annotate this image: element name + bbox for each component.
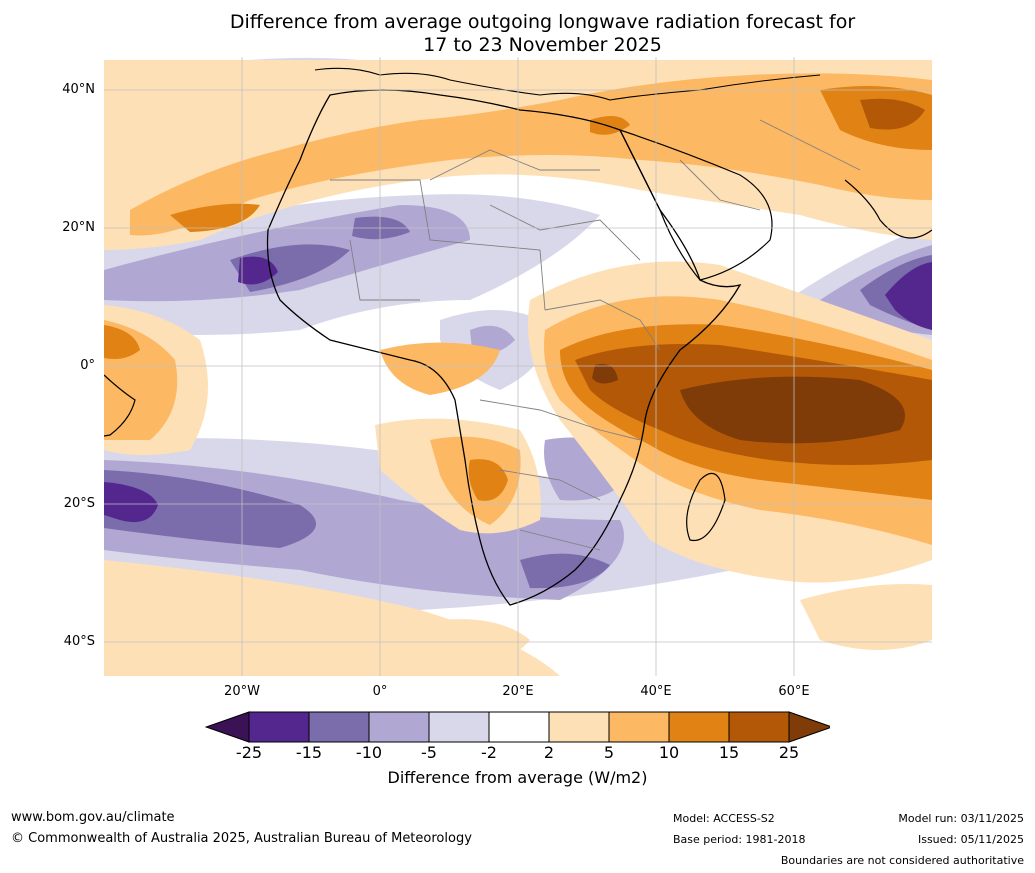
lon-label-20e: 20°E bbox=[502, 684, 534, 699]
anomaly-region-southern-ocean-south bbox=[104, 560, 560, 676]
lon-label-0: 0° bbox=[372, 684, 388, 699]
map-title-line1: Difference from average outgoing longwav… bbox=[229, 11, 856, 33]
colorbar-segment bbox=[368, 711, 430, 743]
lat-label-40s: 40°S bbox=[63, 634, 95, 649]
anomaly-map bbox=[104, 57, 932, 676]
south-america-coastline bbox=[104, 374, 136, 437]
colorbar-segment bbox=[608, 711, 670, 743]
colorbar-segment bbox=[488, 711, 550, 743]
lon-label-20w: 20°W bbox=[224, 684, 260, 699]
lon-label-60e: 60°E bbox=[778, 684, 810, 699]
colorbar-tick-label: -10 bbox=[355, 743, 383, 762]
colorbar-segment bbox=[428, 711, 490, 743]
colorbar-tick-label: -25 bbox=[235, 743, 263, 762]
lon-label-40e: 40°E bbox=[640, 684, 672, 699]
colorbar-tick-label: 5 bbox=[603, 743, 615, 762]
madagascar-coastline bbox=[686, 472, 726, 542]
graticule bbox=[104, 57, 932, 676]
colorbar-tick-label: -5 bbox=[421, 743, 437, 762]
footer-website[interactable]: www.bom.gov.au/climate bbox=[11, 810, 175, 825]
colorbar-tick-label: 10 bbox=[658, 743, 680, 762]
colorbar-tick-label: 15 bbox=[718, 743, 740, 762]
anomaly-region-south-atlantic-max bbox=[104, 482, 158, 523]
anomaly-region-indian-ocean-max bbox=[680, 376, 905, 444]
lat-label-20s: 20°S bbox=[63, 496, 95, 511]
footer-boundaries: Boundaries are not considered authoritat… bbox=[780, 854, 1024, 867]
anomaly-region-india-max bbox=[885, 262, 932, 330]
anomaly-region-atlantic-west-core bbox=[104, 325, 140, 359]
anomaly-region-sahara-west-core bbox=[170, 203, 260, 232]
lat-label-40n: 40°N bbox=[62, 82, 95, 97]
india-coastline bbox=[844, 179, 932, 239]
footer-base-period: Base period: 1981-2018 bbox=[673, 833, 806, 846]
anomaly-region-southern-ocean-patch bbox=[440, 619, 530, 661]
colorbar bbox=[205, 711, 830, 743]
anomaly-region-mediterranean bbox=[130, 73, 932, 236]
colorbar-segment bbox=[728, 711, 790, 743]
anomaly-region-southern-africa-core bbox=[520, 553, 610, 589]
map-title-line2: 17 to 23 November 2025 bbox=[423, 34, 662, 56]
anomaly-region-gulf-of-guinea bbox=[380, 342, 500, 395]
footer-copyright: © Commonwealth of Australia 2025, Austra… bbox=[11, 831, 472, 846]
anomaly-region-southern-indian bbox=[800, 584, 932, 650]
colorbar-extend-low bbox=[205, 711, 250, 743]
colorbar-tick-label: -2 bbox=[481, 743, 497, 762]
anomaly-region-west-africa-max bbox=[238, 256, 278, 285]
anomaly-region-angola-core bbox=[468, 459, 508, 501]
anomaly-region-central-asia-max bbox=[860, 98, 925, 130]
colorbar-extend-high bbox=[788, 711, 830, 743]
lat-label-0: 0° bbox=[80, 358, 95, 373]
colorbar-tick-label: 25 bbox=[778, 743, 800, 762]
colorbar-tick-label: -15 bbox=[295, 743, 323, 762]
colorbar-label: Difference from average (W/m2) bbox=[387, 768, 648, 787]
colorbar-segment bbox=[548, 711, 610, 743]
footer-model: Model: ACCESS-S2 bbox=[673, 812, 775, 825]
anomaly-region-south-atlantic-core bbox=[104, 470, 316, 548]
colorbar-segment bbox=[308, 711, 370, 743]
colorbar-tick-label: 2 bbox=[543, 743, 555, 762]
lat-label-20n: 20°N bbox=[62, 220, 95, 235]
anomaly-region-atlantic-north bbox=[140, 106, 240, 150]
colorbar-segment bbox=[668, 711, 730, 743]
country-boundaries bbox=[330, 119, 861, 551]
footer-issued: Issued: 05/11/2025 bbox=[917, 833, 1024, 846]
arabia-coastline bbox=[618, 128, 773, 281]
footer-model-run: Model run: 03/11/2025 bbox=[898, 812, 1024, 825]
colorbar-segment bbox=[248, 711, 310, 743]
anomaly-region-lake-victoria bbox=[592, 364, 618, 384]
